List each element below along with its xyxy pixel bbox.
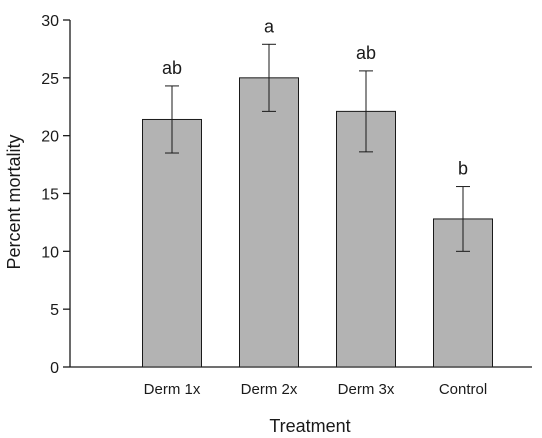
bars: [142, 77, 493, 368]
y-tick-label: 0: [50, 360, 59, 377]
bar-derm-3x: [336, 110, 396, 368]
x-tick-label: Control: [439, 381, 487, 398]
significance-label: ab: [356, 43, 376, 63]
significance-label: b: [458, 159, 468, 179]
y-tick-label: 10: [41, 244, 59, 261]
y-tick-label: 30: [41, 13, 59, 30]
y-tick-label: 15: [41, 187, 59, 204]
bar-derm-1x: [142, 118, 202, 368]
x-tick-label: Derm 1x: [144, 381, 201, 398]
significance-labels: ab a ab b: [162, 16, 468, 178]
y-tick-label: 20: [41, 129, 59, 146]
x-tick-label: Derm 2x: [241, 381, 298, 398]
y-tick-label: 25: [41, 71, 59, 88]
y-axis-title: Percent mortality: [4, 134, 24, 269]
y-tick-label: 5: [50, 302, 59, 319]
x-tick-label: Derm 3x: [338, 381, 395, 398]
y-axis: 0 5 10 15 20 25 30: [41, 13, 71, 377]
x-axis: Derm 1x Derm 2x Derm 3x Control: [70, 366, 532, 398]
bar-derm-2x: [239, 77, 299, 368]
x-axis-title: Treatment: [269, 416, 350, 436]
significance-label: a: [264, 16, 275, 36]
significance-label: ab: [162, 58, 182, 78]
error-bars: [165, 43, 470, 252]
